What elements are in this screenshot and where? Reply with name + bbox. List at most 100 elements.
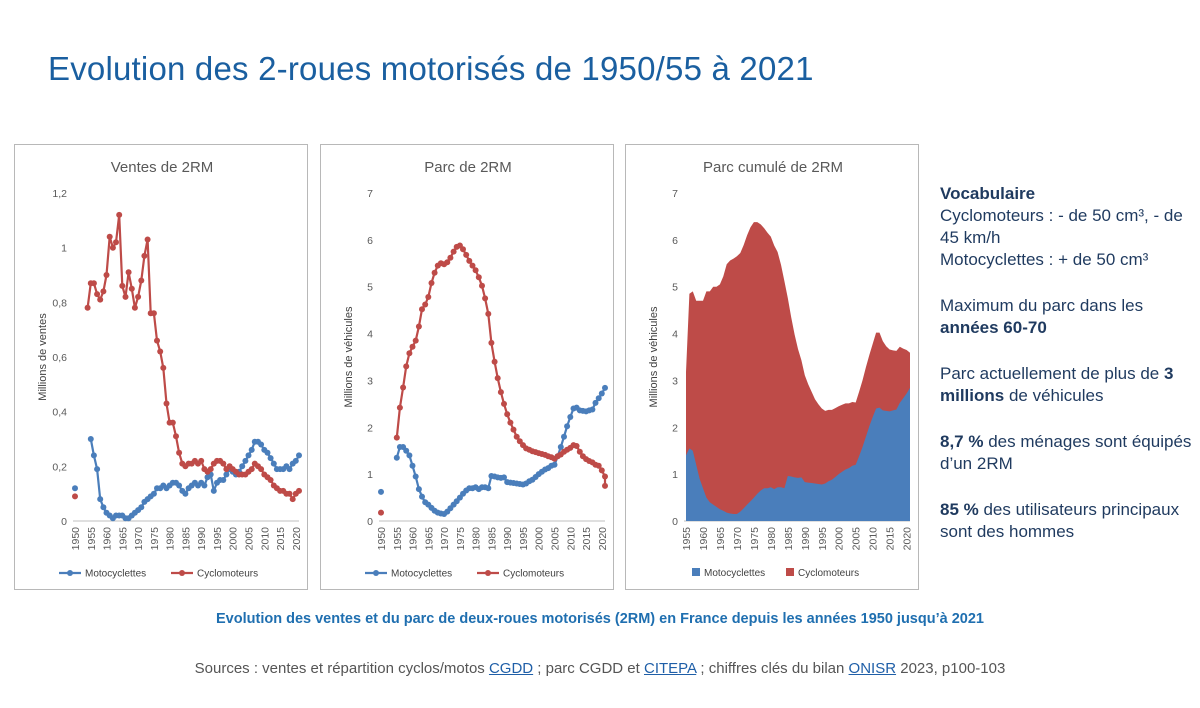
data-point-cyclomoteurs xyxy=(513,433,520,440)
data-point-motocyclettes xyxy=(564,423,571,430)
data-point-cyclomoteurs xyxy=(94,291,101,298)
x-tick-label: 1950 xyxy=(70,527,82,551)
y-tick-label: 1 xyxy=(672,469,678,481)
data-point-motocyclettes xyxy=(296,452,302,459)
vocab-moto: Motocyclettes : + de 50 cm³ xyxy=(940,250,1149,269)
legend-marker-cyclomoteurs xyxy=(485,570,491,576)
y-tick-label: 0,2 xyxy=(52,461,67,473)
vocabulary-block: Vocabulaire Cyclomoteurs : - de 50 cm³, … xyxy=(940,183,1195,271)
data-point-cyclomoteurs xyxy=(403,363,410,370)
area-series-cyclomoteurs xyxy=(686,222,910,521)
y-tick-label: 5 xyxy=(367,282,373,294)
data-point-cyclomoteurs xyxy=(100,288,107,295)
y-tick-label: 6 xyxy=(367,235,373,247)
data-point-cyclomoteurs xyxy=(248,466,255,473)
x-tick-label: 1990 xyxy=(502,527,514,551)
y-tick-label: 3 xyxy=(672,375,678,387)
x-tick-label: 1985 xyxy=(180,527,192,551)
data-point-motocyclettes xyxy=(267,455,274,462)
data-point-cyclomoteurs xyxy=(595,462,602,469)
chart-title: Parc cumulé de 2RM xyxy=(703,159,843,176)
area-series-motocyclettes xyxy=(686,387,910,521)
data-point-cyclomoteurs xyxy=(207,466,214,473)
data-point-cyclomoteurs xyxy=(128,285,135,292)
data-point-cyclomoteurs xyxy=(119,282,126,289)
data-point-cyclomoteurs xyxy=(504,411,511,418)
data-point-cyclomoteurs xyxy=(463,251,470,258)
data-point-cyclomoteurs xyxy=(396,404,403,411)
data-point-cyclomoteurs xyxy=(103,272,110,278)
data-point-motocyclettes xyxy=(87,436,94,442)
data-point-motocyclettes xyxy=(561,433,567,440)
menages-emphasis: 8,7 % xyxy=(940,432,984,451)
x-tick-label: 1955 xyxy=(86,527,98,551)
chart-title: Parc de 2RM xyxy=(424,159,512,176)
data-point-cyclomoteurs xyxy=(90,280,97,287)
chart-panel-parc-cumule: Parc cumulé de 2RM Millions de véhicules 0… xyxy=(625,144,919,590)
data-point-cyclomoteurs xyxy=(125,269,132,276)
data-point-cyclomoteurs xyxy=(412,337,419,344)
data-point-cyclomoteurs xyxy=(135,293,142,300)
data-point-cyclomoteurs xyxy=(141,252,148,259)
legend-swatch-cyclomoteurs xyxy=(786,568,794,576)
y-tick-label: 0,6 xyxy=(52,352,67,364)
sources-text: Sources : ventes et répartition cyclos/m… xyxy=(194,660,489,677)
legend-label-cyclomoteurs: Cyclomoteurs xyxy=(798,568,859,579)
data-point-motocyclettes xyxy=(557,444,564,450)
users-text: des utilisateurs principaux sont des hom… xyxy=(940,500,1180,541)
legend-label-motocyclettes: Motocyclettes xyxy=(704,568,765,579)
legend-label-motocyclettes: Motocyclettes xyxy=(391,569,452,580)
users-note: 85 % des utilisateurs principaux sont de… xyxy=(940,499,1195,543)
data-point-cyclomoteurs xyxy=(84,304,91,311)
data-point-motocyclettes xyxy=(150,490,157,497)
data-point-motocyclettes xyxy=(242,457,249,464)
data-point-cyclomoteurs xyxy=(482,295,489,302)
data-point-motocyclettes xyxy=(286,466,293,473)
data-point-cyclomoteurs xyxy=(488,339,495,346)
data-point-cyclomoteurs xyxy=(472,267,479,274)
onisr-link[interactable]: ONISR xyxy=(848,660,897,677)
x-tick-label: 2015 xyxy=(581,527,593,551)
data-point-cyclomoteurs xyxy=(466,257,473,264)
y-tick-label: 2 xyxy=(367,422,373,434)
data-point-cyclomoteurs xyxy=(602,482,608,489)
data-point-cyclomoteurs xyxy=(106,233,113,240)
cgdd-link[interactable]: CGDD xyxy=(488,660,534,677)
line-series-cyclomoteurs xyxy=(86,213,300,501)
data-point-cyclomoteurs xyxy=(72,493,78,500)
x-tick-label: 1960 xyxy=(102,527,114,551)
data-point-motocyclettes xyxy=(592,399,599,406)
x-tick-label: 2020 xyxy=(902,527,914,551)
data-point-cyclomoteurs xyxy=(154,337,160,344)
data-point-cyclomoteurs xyxy=(296,487,302,494)
x-tick-label: 2020 xyxy=(597,527,609,551)
data-point-cyclomoteurs xyxy=(409,343,416,350)
data-point-motocyclettes xyxy=(201,482,208,489)
users-emphasis: 85 % xyxy=(940,500,979,519)
sources-line: Sources : ventes et répartition cyclos/m… xyxy=(0,660,1200,677)
x-tick-label: 1950 xyxy=(376,527,388,551)
chart-panel-parc: Parc de 2RM Millions de véhicules 0 1 2 3 4 5 6 7… xyxy=(320,144,614,590)
data-point-motocyclettes xyxy=(94,466,101,473)
parc-emphasis: 3 millions xyxy=(940,364,1174,405)
x-tick-label: 1970 xyxy=(732,527,744,551)
data-point-cyclomoteurs xyxy=(415,323,422,330)
data-point-cyclomoteurs xyxy=(138,277,145,284)
sources-text-2: ; parc CGDD et xyxy=(533,660,644,677)
data-point-cyclomoteurs xyxy=(122,293,129,300)
data-point-motocyclettes xyxy=(409,462,416,469)
x-tick-label: 2005 xyxy=(550,527,562,551)
citepa-link[interactable]: CITEPA xyxy=(643,660,697,677)
y-tick-label: 1 xyxy=(367,469,373,481)
data-point-motocyclettes xyxy=(138,504,145,511)
line-series-cyclomoteurs xyxy=(395,244,607,486)
menages-note: 8,7 % des ménages sont équipés d’un 2RM xyxy=(940,431,1195,475)
data-point-cyclomoteurs xyxy=(422,301,429,308)
plot-area xyxy=(72,211,302,522)
menages-text: des ménages sont équipés d’un 2RM xyxy=(940,432,1192,473)
x-tick-label: 1980 xyxy=(766,527,778,551)
x-tick-label: 1955 xyxy=(681,527,693,551)
legend-swatch-motocyclettes xyxy=(692,568,700,576)
data-point-cyclomoteurs xyxy=(425,294,432,300)
data-point-motocyclettes xyxy=(223,471,230,478)
